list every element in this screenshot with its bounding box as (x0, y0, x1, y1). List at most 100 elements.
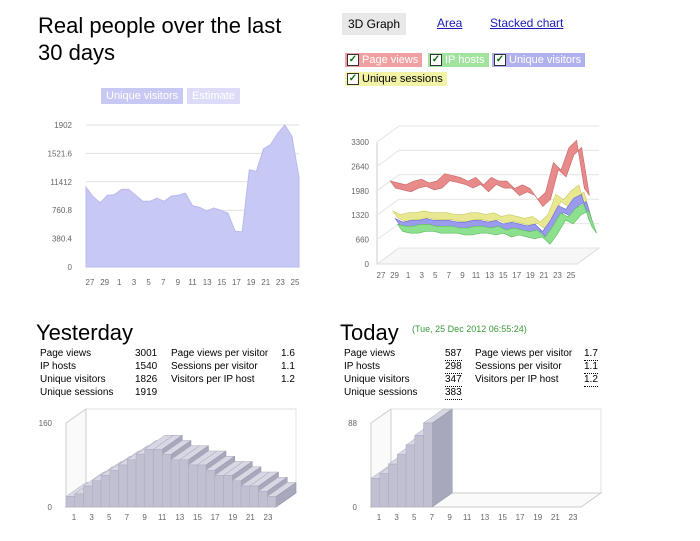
stat-label: IP hosts (40, 361, 76, 372)
stat-value: 383 (445, 387, 462, 400)
toggle-page-views[interactable]: ✓ Page views (345, 53, 423, 67)
stat-label: Sessions per visitor (171, 361, 258, 372)
stat-label: Visitors per IP host (475, 374, 559, 385)
x-tick-label: 9 (447, 513, 452, 522)
y-tick-label: 1320 (351, 211, 369, 220)
x-tick-label: 3 (89, 513, 94, 522)
grid-line (376, 174, 599, 192)
legend-estimate[interactable]: Estimate (187, 88, 240, 104)
toggle-unique-sessions[interactable]: ✓ Unique sessions (345, 72, 447, 86)
today-timestamp: (Tue, 25 Dec 2012 06:55:24) (412, 324, 527, 334)
stat-label: Page views (344, 348, 396, 359)
x-tick-label: 5 (433, 271, 438, 280)
x-tick-label: 23 (276, 278, 285, 287)
stat-value: 1919 (135, 387, 158, 398)
tab-3d-graph[interactable]: 3D Graph (342, 13, 407, 35)
x-tick-label: 29 (390, 271, 399, 280)
x-tick-label: 3 (419, 271, 424, 280)
x-tick-label: 17 (211, 513, 220, 522)
y-tick-label: 88 (348, 419, 357, 428)
x-tick-label: 21 (551, 513, 560, 522)
stat-value: 1.1 (281, 361, 295, 372)
stat-value: 3001 (135, 348, 158, 359)
x-tick-label: 3 (394, 513, 399, 522)
stat-value: 1.1 (584, 361, 598, 374)
stat-value: 587 (445, 348, 462, 361)
x-tick-label: 17 (512, 271, 521, 280)
stat-label: Page views per visitor (171, 348, 269, 359)
stat-label: Visitors per IP host (171, 374, 255, 385)
yesterday-title: Yesterday (36, 320, 134, 345)
y-tick-label: 1521.6 (48, 149, 73, 158)
x-tick-label: 1 (377, 513, 382, 522)
line-series-page-views (389, 139, 590, 208)
y-tick-label: 660 (356, 236, 370, 245)
x-tick-label: 5 (412, 513, 417, 522)
stat-label: Unique sessions (40, 387, 114, 398)
y-tick-label: 3300 (351, 138, 369, 147)
x-tick-label: 27 (86, 278, 95, 287)
stat-value: 1540 (135, 361, 158, 372)
checkbox-checked-icon[interactable]: ✓ (494, 54, 506, 66)
y-tick-label: 1902 (54, 121, 72, 130)
x-tick-label: 7 (161, 278, 166, 287)
stat-label: Unique sessions (344, 387, 418, 398)
toggle-label: IP hosts (445, 54, 485, 66)
x-tick-label: 19 (247, 278, 256, 287)
y-tick-label: 1980 (351, 187, 369, 196)
x-tick-label: 19 (228, 513, 237, 522)
stat-label: Unique visitors (344, 374, 410, 385)
x-tick-label: 11 (463, 513, 472, 522)
tab-stacked-chart[interactable]: Stacked chart (490, 16, 564, 30)
x-tick-label: 13 (203, 278, 212, 287)
x-tick-label: 23 (264, 513, 273, 522)
x-tick-label: 11 (158, 513, 167, 522)
stat-value: 1.2 (584, 374, 598, 387)
x-tick-label: 19 (526, 271, 535, 280)
x-tick-label: 23 (553, 271, 562, 280)
x-tick-label: 15 (498, 513, 507, 522)
y-tick-label: 0 (353, 503, 358, 512)
x-tick-label: 21 (539, 271, 548, 280)
x-tick-label: 21 (246, 513, 255, 522)
grid-line (376, 125, 599, 143)
page-title-line2: 30 days (38, 40, 116, 65)
toggle-ip-hosts[interactable]: ✓ IP hosts (428, 53, 489, 67)
today-title: Today (340, 320, 399, 345)
toggle-label: Unique sessions (362, 73, 443, 85)
checkbox-checked-icon[interactable]: ✓ (347, 73, 359, 85)
chart-floor (375, 247, 601, 265)
area-series-unique-visitors (85, 124, 300, 268)
tab-area[interactable]: Area (437, 16, 463, 30)
stat-value: 298 (445, 361, 462, 374)
x-tick-label: 27 (377, 271, 386, 280)
page-title-line1: Real people over the last (38, 13, 282, 38)
chart-back-wall (86, 408, 297, 493)
x-tick-label: 5 (146, 278, 151, 287)
line-series-ip-hosts (396, 203, 597, 245)
grid-line (376, 247, 599, 265)
x-tick-label: 19 (533, 513, 542, 522)
legend-unique-visitors[interactable]: Unique visitors (101, 88, 184, 104)
x-tick-label: 13 (175, 513, 184, 522)
y-tick-label: 11412 (50, 178, 72, 187)
checkbox-checked-icon[interactable]: ✓ (347, 54, 359, 66)
today-stats: Page views 587 IP hosts 298 Unique visitors 3… (344, 347, 624, 400)
x-tick-label: 7 (125, 513, 130, 522)
x-tick-label: 15 (193, 513, 202, 522)
toggle-unique-visitors[interactable]: ✓ Unique visitors (492, 53, 586, 67)
y-tick-label: 0 (48, 503, 53, 512)
checkbox-checked-icon[interactable]: ✓ (430, 54, 442, 66)
toggle-label: Page views (362, 54, 419, 66)
page-title: Real people over the last 30 days (38, 12, 281, 66)
stat-label: Sessions per visitor (475, 361, 562, 372)
x-tick-label: 1 (406, 271, 411, 280)
x-tick-label: 1 (72, 513, 77, 522)
y-tick-label: 2640 (351, 162, 369, 171)
x-tick-label: 9 (176, 278, 181, 287)
stat-label: IP hosts (344, 361, 380, 372)
toggle-label: Unique visitors (509, 54, 582, 66)
stat-value: 347 (445, 374, 462, 387)
